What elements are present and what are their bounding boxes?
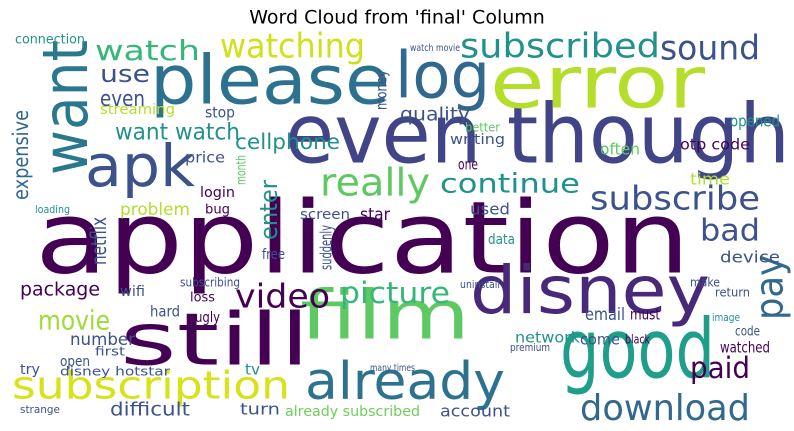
word: sound [660,29,760,69]
word: watched [720,339,770,357]
word: use [100,60,150,88]
word: tv [245,361,260,379]
word: apk [85,132,195,200]
word: otp code [680,136,750,154]
word: download [580,388,750,429]
word: often [600,140,640,159]
word: picture [340,276,450,310]
word: streaming [100,102,175,118]
word: network [515,329,580,347]
word: film [300,277,470,356]
word: writing [450,132,505,148]
word: enter [255,180,283,240]
word: pay [748,255,792,320]
word: still [120,298,310,382]
word: opened [730,112,780,131]
word: disney [470,252,710,329]
word: movie [38,306,110,337]
word: login [200,185,235,201]
word: free [262,247,285,263]
chart-title: Word Cloud from 'final' Column [249,7,545,29]
word: subscribed [460,27,660,67]
word: device [720,248,780,267]
word: watching [220,27,365,67]
word: difficult [110,399,190,421]
word: disney hotstar [60,365,170,379]
word: already subscribed [285,404,420,420]
word: star [360,205,390,225]
word: subscription [12,364,290,408]
word: continue [440,169,580,200]
word: stop [205,104,235,122]
word: uninstall [460,278,500,291]
word: better [465,121,500,135]
word: month [235,155,250,185]
word: email [585,305,625,325]
word: subscribing [180,276,240,290]
word: code [735,325,760,340]
word: loss [190,291,215,306]
word: price [185,149,225,167]
word: try [20,362,40,378]
word: premium [510,341,550,354]
word: package [20,279,100,301]
word: black [625,333,650,347]
word: time [690,170,730,189]
word: one [458,156,478,174]
word: data [488,232,515,248]
word: already [305,352,505,412]
word: paid [690,351,750,385]
word: please [150,42,390,121]
word: loading [35,203,70,216]
word: make [690,276,720,290]
word: money [373,70,391,110]
word: want [29,40,102,175]
word: expensive [9,110,33,200]
word: watch movie [410,43,460,54]
word: strange [20,403,60,416]
word: bug [205,203,230,218]
word: cellphone [235,130,340,154]
word: watch [95,34,200,67]
word: turn [240,400,280,419]
word: problem [120,200,190,220]
word: used [470,200,510,219]
word: subscribe [590,179,760,218]
word: netflix [87,217,111,265]
word: even [100,87,145,112]
word: open [60,354,90,370]
word: connection [15,33,85,48]
word: hard [150,303,180,321]
word: video [235,277,330,316]
word: error [490,41,705,125]
word: wifi [120,284,145,300]
word: image [712,311,740,324]
word: bad [700,214,760,249]
word: screen [300,207,350,223]
word: must [630,306,660,324]
word: account [440,402,510,421]
word: number [70,330,135,350]
word: quality [400,104,470,126]
word: come [580,331,620,349]
word: even though [285,87,790,182]
word: first [95,345,125,359]
word: really [320,161,430,205]
word: want watch [115,120,240,146]
word: many times [370,363,415,374]
word: good [560,302,715,397]
word: ugly [195,310,220,326]
word: return [715,286,750,300]
word: suddenly [317,225,336,270]
word: log [395,40,490,114]
word: application [35,179,690,296]
